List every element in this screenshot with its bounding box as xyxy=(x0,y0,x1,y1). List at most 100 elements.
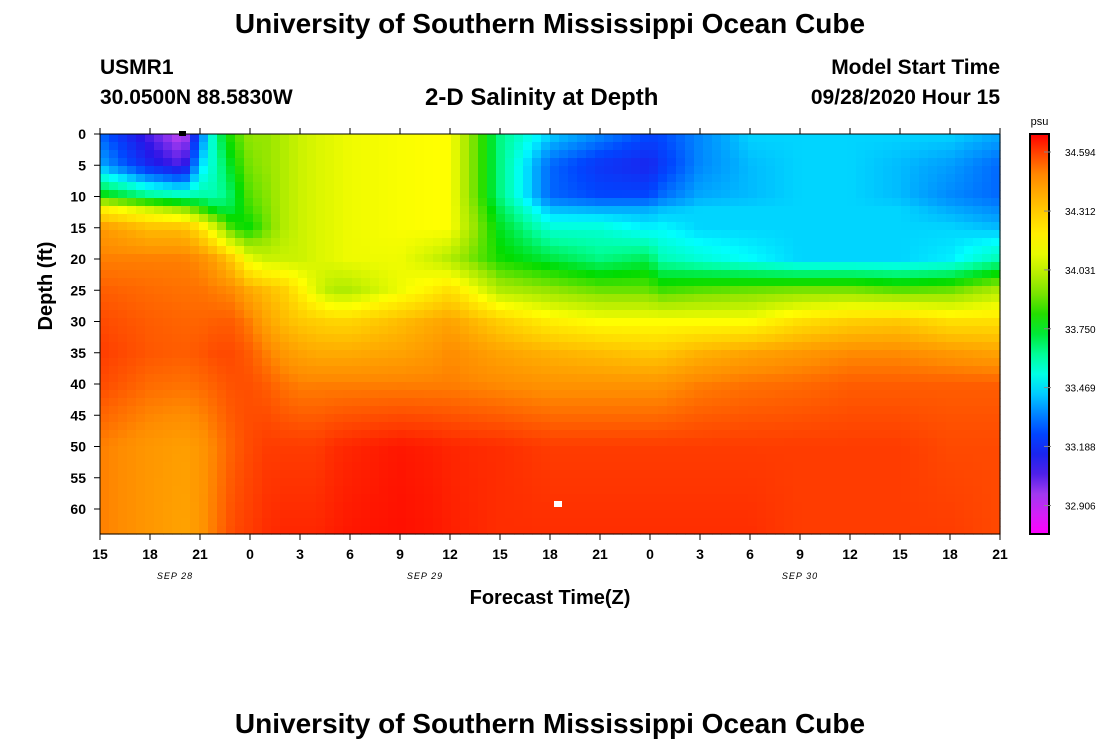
heatmap-cell xyxy=(334,422,344,431)
heatmap-cell xyxy=(631,494,641,503)
heatmap-cell xyxy=(145,222,155,231)
heatmap-cell xyxy=(838,158,848,167)
heatmap-cell xyxy=(811,310,821,319)
heatmap-cell xyxy=(955,158,965,167)
heatmap-cell xyxy=(874,470,884,479)
heatmap-cell xyxy=(181,206,191,215)
heatmap-cell xyxy=(532,190,542,199)
heatmap-cell xyxy=(775,302,785,311)
heatmap-cell xyxy=(262,246,272,255)
heatmap-cell xyxy=(118,198,128,207)
heatmap-cell xyxy=(505,286,515,295)
heatmap-cell xyxy=(388,310,398,319)
heatmap-cell xyxy=(361,326,371,335)
heatmap-cell xyxy=(982,238,992,247)
heatmap-cell xyxy=(604,230,614,239)
heatmap-cell xyxy=(487,302,497,311)
heatmap-cell xyxy=(757,190,767,199)
heatmap-cell xyxy=(388,398,398,407)
heatmap-cell xyxy=(640,398,650,407)
heatmap-cell xyxy=(298,470,308,479)
heatmap-cell xyxy=(784,494,794,503)
heatmap-cell xyxy=(775,182,785,191)
heatmap-cell xyxy=(730,502,740,511)
heatmap-cell xyxy=(577,294,587,303)
heatmap-cell xyxy=(298,302,308,311)
heatmap-cell xyxy=(289,166,299,175)
heatmap-cell xyxy=(451,406,461,415)
heatmap-cell xyxy=(748,206,758,215)
heatmap-cell xyxy=(730,470,740,479)
heatmap-cell xyxy=(109,446,119,455)
heatmap-cell xyxy=(244,302,254,311)
heatmap-cell xyxy=(613,222,623,231)
heatmap-cell xyxy=(964,438,974,447)
heatmap-cell xyxy=(883,294,893,303)
heatmap-cell xyxy=(604,454,614,463)
heatmap-cell xyxy=(199,502,209,511)
heatmap-cell xyxy=(190,286,200,295)
heatmap-cell xyxy=(694,302,704,311)
heatmap-cell xyxy=(505,470,515,479)
heatmap-cell xyxy=(658,526,668,535)
heatmap-cell xyxy=(217,174,227,183)
heatmap-cell xyxy=(433,310,443,319)
heatmap-cell xyxy=(829,182,839,191)
heatmap-cell xyxy=(820,342,830,351)
heatmap-cell xyxy=(604,358,614,367)
heatmap-cell xyxy=(676,350,686,359)
heatmap-cell xyxy=(550,246,560,255)
heatmap-cell xyxy=(325,462,335,471)
heatmap-cell xyxy=(532,238,542,247)
heatmap-cell xyxy=(586,526,596,535)
heatmap-cell xyxy=(397,422,407,431)
heatmap-cell xyxy=(559,318,569,327)
heatmap-cell xyxy=(352,190,362,199)
heatmap-cell xyxy=(658,206,668,215)
heatmap-cell xyxy=(217,166,227,175)
heatmap-cell xyxy=(226,358,236,367)
heatmap-cell xyxy=(370,214,380,223)
heatmap-cell xyxy=(244,206,254,215)
heatmap-cell xyxy=(532,454,542,463)
heatmap-cell xyxy=(964,478,974,487)
heatmap-cell xyxy=(658,318,668,327)
heatmap-cell xyxy=(136,446,146,455)
heatmap-cell xyxy=(685,358,695,367)
heatmap-cell xyxy=(739,134,749,143)
heatmap-cell xyxy=(532,406,542,415)
heatmap-cell xyxy=(127,254,137,263)
heatmap-cell xyxy=(352,454,362,463)
heatmap-cell xyxy=(892,326,902,335)
heatmap-cell xyxy=(667,382,677,391)
heatmap-cell xyxy=(559,526,569,535)
heatmap-cell xyxy=(757,430,767,439)
heatmap-cell xyxy=(478,462,488,471)
heatmap-cell xyxy=(577,134,587,143)
heatmap-cell xyxy=(487,222,497,231)
heatmap-cell xyxy=(298,294,308,303)
heatmap-cell xyxy=(730,270,740,279)
heatmap-cell xyxy=(550,406,560,415)
heatmap-cell xyxy=(523,182,533,191)
heatmap-cell xyxy=(361,390,371,399)
heatmap-cell xyxy=(712,494,722,503)
heatmap-cell xyxy=(478,382,488,391)
heatmap-cell xyxy=(739,222,749,231)
heatmap-cell xyxy=(361,414,371,423)
heatmap-cell xyxy=(262,510,272,519)
heatmap-cell xyxy=(910,446,920,455)
heatmap-cell xyxy=(100,278,110,287)
heatmap-cell xyxy=(181,302,191,311)
heatmap-cell xyxy=(100,510,110,519)
heatmap-cell xyxy=(235,302,245,311)
heatmap-cell xyxy=(802,446,812,455)
heatmap-cell xyxy=(541,334,551,343)
heatmap-cell xyxy=(487,158,497,167)
heatmap-cell xyxy=(136,502,146,511)
heatmap-cell xyxy=(397,318,407,327)
heatmap-cell xyxy=(901,270,911,279)
heatmap-cell xyxy=(514,262,524,271)
heatmap-cell xyxy=(937,470,947,479)
heatmap-cell xyxy=(577,366,587,375)
